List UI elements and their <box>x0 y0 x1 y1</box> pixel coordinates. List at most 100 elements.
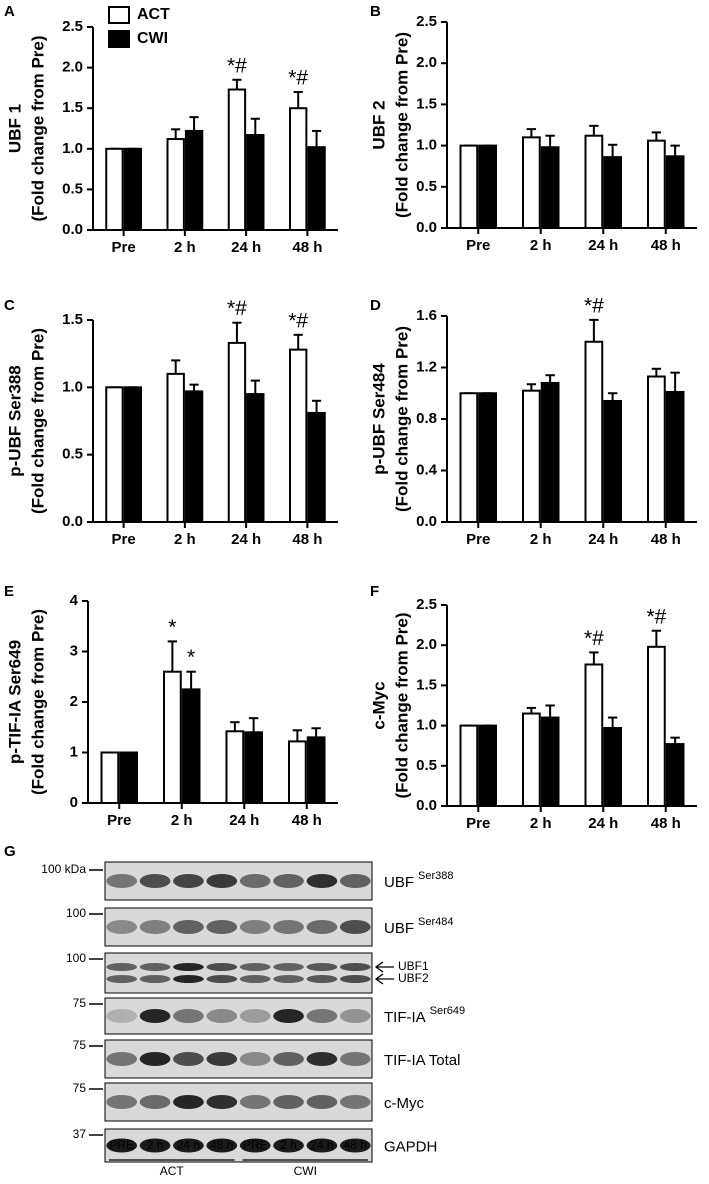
blot-band <box>139 874 171 888</box>
blot-band <box>106 920 138 934</box>
blot-band <box>106 874 138 888</box>
x-tick-label: 2 h <box>530 237 552 254</box>
x-tick-label: Pre <box>112 239 136 256</box>
blot-band <box>173 1009 204 1023</box>
bar <box>665 390 685 523</box>
bar <box>522 389 541 523</box>
arrow-label: UBF1 <box>398 959 429 973</box>
blot-band <box>306 963 338 971</box>
blot-band <box>239 874 271 888</box>
blot-band <box>106 1052 138 1066</box>
bar <box>665 155 685 229</box>
y-tick-label: 0.0 <box>416 219 437 236</box>
blot-label-sup: Ser649 <box>430 1005 465 1017</box>
y-tick-label: 1.5 <box>416 676 437 693</box>
panel-letter: E <box>4 583 14 600</box>
blot-band <box>239 1009 271 1023</box>
bar <box>603 156 622 229</box>
x-tick-label: Pre <box>107 812 131 829</box>
bar <box>289 107 308 231</box>
blot-band <box>239 1052 271 1066</box>
y-tick-label: 2.0 <box>416 54 437 71</box>
y-tick-label: 2.5 <box>416 13 437 30</box>
blot-band <box>139 975 171 983</box>
y-tick-label: 2.5 <box>416 596 437 613</box>
x-tick-label: Pre <box>466 815 490 832</box>
blot-band <box>106 1138 138 1153</box>
bar <box>307 146 326 231</box>
y-tick-label: 1.0 <box>62 140 83 157</box>
blot-label: TIF-IA Total <box>384 1052 460 1069</box>
blot-band <box>206 1009 238 1023</box>
blot-band <box>239 1138 271 1153</box>
arrow-head <box>374 973 384 985</box>
y-axis-label: p-TIF-IA Ser649 <box>5 640 24 764</box>
y-axis-label: p-UBF Ser484 <box>369 363 388 475</box>
x-tick-label: 24 h <box>588 237 618 254</box>
bar <box>522 136 541 229</box>
blot-band <box>339 1009 371 1023</box>
x-tick-label: 2 h <box>174 531 196 548</box>
blot-band <box>206 920 238 934</box>
blot-band <box>173 1138 204 1153</box>
significance-label: * <box>168 616 176 639</box>
blot-band <box>173 975 204 983</box>
bar <box>478 144 497 230</box>
blot-band <box>339 920 371 934</box>
lane-label: 48 h <box>344 1138 367 1152</box>
y-tick-label: 1.6 <box>416 307 437 324</box>
blot-label: UBF <box>384 874 414 891</box>
bar <box>665 743 685 807</box>
x-tick-label: 48 h <box>292 239 322 256</box>
bar <box>244 731 263 804</box>
legend-swatch <box>108 30 130 48</box>
bar <box>119 751 138 804</box>
blot-band <box>139 1138 171 1153</box>
marker-label: 100 <box>66 906 86 920</box>
y-tick-label: 0.0 <box>62 221 83 238</box>
bar <box>288 740 307 805</box>
y-tick-label: 1.0 <box>62 378 83 395</box>
bar <box>123 386 142 524</box>
blot-band <box>306 1095 338 1109</box>
blot-band <box>239 975 271 983</box>
bar <box>105 147 124 231</box>
blot-band <box>239 1095 271 1109</box>
blot-band <box>306 1138 338 1153</box>
x-tick-label: Pre <box>112 531 136 548</box>
blot-label: GAPDH <box>384 1138 437 1155</box>
y-axis-label: (Fold change from Pre) <box>392 32 411 218</box>
bar <box>522 712 541 807</box>
bar <box>459 724 479 807</box>
blot-band <box>273 975 304 983</box>
blot-band <box>306 920 338 934</box>
arrow-label: UBF2 <box>398 971 429 985</box>
blot-band <box>173 1095 204 1109</box>
marker-label: 37 <box>73 1127 87 1141</box>
y-axis-label: (Fold change from Pre) <box>392 612 411 798</box>
bar <box>603 727 622 808</box>
blot-band <box>273 1052 304 1066</box>
y-tick-label: 0.4 <box>416 461 438 478</box>
lane-label: 2 h <box>280 1138 297 1152</box>
x-tick-label: 24 h <box>229 812 259 829</box>
bar <box>540 146 560 229</box>
y-tick-label: 1 <box>70 743 78 760</box>
legend-swatch <box>108 6 130 24</box>
lane-label: 2 h <box>147 1138 164 1152</box>
y-axis-label: c-Myc <box>369 681 388 729</box>
blot-label: TIF-IA <box>384 1009 426 1026</box>
bar <box>647 645 666 807</box>
lane-label: 24 h <box>177 1138 200 1152</box>
bar <box>184 390 204 523</box>
blot-band <box>106 1095 138 1109</box>
x-tick-label: 24 h <box>588 815 618 832</box>
blot-band <box>306 975 338 983</box>
blot-band <box>206 1095 238 1109</box>
blot-band <box>106 975 138 983</box>
panel-letter: F <box>370 583 379 600</box>
y-tick-label: 3 <box>70 642 78 659</box>
blot-strip <box>104 952 373 994</box>
blot-band <box>206 1138 238 1153</box>
